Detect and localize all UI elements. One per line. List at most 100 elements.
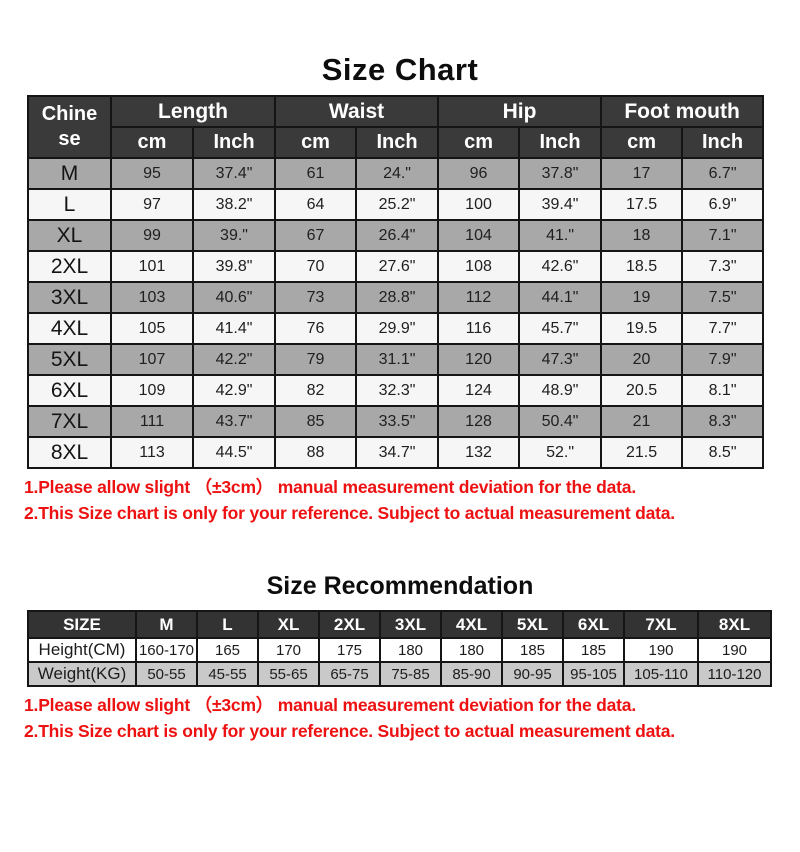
table-cell: 76	[274, 312, 358, 345]
table-row-l: L 97 38.2" 64 25.2" 100 39.4" 17.5 6.9"	[27, 188, 765, 221]
table-cell: 107	[110, 343, 194, 376]
header-cell: XL	[257, 610, 320, 639]
table-cell: 7.3"	[681, 250, 765, 283]
table-cell: 73	[274, 281, 358, 314]
length-header: Length	[109, 95, 277, 128]
table-cell: 101	[110, 250, 194, 283]
table-cell: 109	[110, 374, 194, 407]
table-cell: 33.5"	[355, 405, 440, 438]
table-cell: 7.5"	[681, 281, 765, 314]
table-cell: 6.7"	[681, 157, 765, 190]
table-cell: 21	[600, 405, 684, 438]
size-cell: XL	[27, 219, 112, 252]
table-cell: 132	[437, 436, 521, 469]
chinese-size-header: Chine se	[27, 95, 112, 159]
table-cell: 85	[274, 405, 358, 438]
table-cell: 19	[600, 281, 684, 314]
table-cell: 28.8"	[355, 281, 440, 314]
table-cell: 185	[501, 637, 564, 663]
table-cell: 41.4"	[191, 312, 277, 345]
header-cell: 4XL	[440, 610, 503, 639]
table-cell: 160-170	[135, 637, 198, 663]
table-cell: 48.9"	[518, 374, 603, 407]
table-cell: 44.1"	[518, 281, 603, 314]
table-cell: 95	[110, 157, 194, 190]
table-cell: 180	[379, 637, 442, 663]
table-cell: 79	[274, 343, 358, 376]
size-cell: 6XL	[27, 374, 112, 407]
table-cell: 38.2"	[191, 188, 277, 221]
size-cell: 2XL	[27, 250, 112, 283]
table-row-5xl: 5XL 107 42.2" 79 31.1" 120 47.3" 20 7.9"	[27, 343, 765, 376]
table-cell: 41."	[518, 219, 603, 252]
table-group-header-row: Chine se Length Waist Hip Foot mouth	[27, 95, 765, 159]
table-cell: 45.7"	[518, 312, 603, 345]
table-cell: 42.6"	[518, 250, 603, 283]
table-cell: 116	[437, 312, 521, 345]
table-cell: 7.1"	[681, 219, 765, 252]
size-recommendation-table: SIZE M L XL 2XL 3XL 4XL 5XL 6XL 7XL 8XL …	[27, 610, 772, 687]
chinese-size-header-line1: Chine	[41, 103, 98, 125]
row-label-cell: Weight(KG)	[27, 661, 137, 687]
table-row-7xl: 7XL 111 43.7" 85 33.5" 128 50.4" 21 8.3"	[27, 405, 765, 438]
chinese-size-header-line2: se	[58, 128, 81, 150]
size-cell: 7XL	[27, 405, 112, 438]
header-cell: 5XL	[501, 610, 564, 639]
table-cell: 27.6"	[355, 250, 440, 283]
size-chart-notes: 1.Please allow slight （±3cm） manual meas…	[24, 474, 800, 526]
note-line: 1.Please allow slight （±3cm） manual meas…	[24, 477, 636, 497]
table-cell: 170	[257, 637, 320, 663]
table-cell: 61	[274, 157, 358, 190]
table-cell: 21.5	[600, 436, 684, 469]
table-cell: 90-95	[501, 661, 564, 687]
table-cell: 65-75	[318, 661, 381, 687]
note-line: 2.This Size chart is only for your refer…	[24, 721, 675, 741]
table-cell: 50-55	[135, 661, 198, 687]
size-recommendation-title: Size Recommendation	[266, 572, 534, 600]
unit-header: cm	[600, 126, 684, 159]
header-cell: 3XL	[379, 610, 442, 639]
table-cell: 67	[274, 219, 358, 252]
unit-header: Inch	[681, 126, 765, 159]
table-cell: 103	[110, 281, 194, 314]
header-cell: 7XL	[623, 610, 699, 639]
note-line: 1.Please allow slight （±3cm） manual meas…	[24, 695, 636, 715]
table-cell: 34.7"	[355, 436, 440, 469]
table-row-8xl: 8XL 113 44.5" 88 34.7" 132 52." 21.5 8.5…	[27, 436, 765, 469]
table-cell: 85-90	[440, 661, 503, 687]
header-cell: M	[135, 610, 198, 639]
table-cell: 82	[274, 374, 358, 407]
table-cell: 88	[274, 436, 358, 469]
size-chart-table: Chine se Length Waist Hip Foot mouth cm …	[27, 95, 765, 469]
header-cell: 6XL	[562, 610, 625, 639]
table-cell: 29.9"	[355, 312, 440, 345]
table-cell: 112	[437, 281, 521, 314]
table-cell: 8.1"	[681, 374, 765, 407]
table-cell: 42.9"	[191, 374, 277, 407]
table-cell: 111	[110, 405, 194, 438]
table-row-4xl: 4XL 105 41.4" 76 29.9" 116 45.7" 19.5 7.…	[27, 312, 765, 345]
table-cell: 64	[274, 188, 358, 221]
size-cell: 5XL	[27, 343, 112, 376]
table-row-3xl: 3XL 103 40.6" 73 28.8" 112 44.1" 19 7.5"	[27, 281, 765, 314]
table-cell: 37.8"	[518, 157, 603, 190]
table-cell: 97	[110, 188, 194, 221]
table-cell: 8.5"	[681, 436, 765, 469]
table-cell: 190	[697, 637, 772, 663]
table-cell: 20	[600, 343, 684, 376]
table-cell: 165	[196, 637, 259, 663]
unit-header: cm	[110, 126, 194, 159]
table-cell: 44.5"	[191, 436, 277, 469]
table-cell: 52."	[518, 436, 603, 469]
table-cell: 185	[562, 637, 625, 663]
weight-row: Weight(KG) 50-55 45-55 55-65 65-75 75-85…	[27, 661, 772, 687]
table-cell: 120	[437, 343, 521, 376]
size-cell: L	[27, 188, 112, 221]
table-cell: 19.5	[600, 312, 684, 345]
unit-header: cm	[274, 126, 358, 159]
header-cell: 8XL	[697, 610, 772, 639]
row-label-cell: Height(CM)	[27, 637, 137, 663]
hip-header: Hip	[437, 95, 603, 128]
table-cell: 17.5	[600, 188, 684, 221]
table-cell: 32.3"	[355, 374, 440, 407]
